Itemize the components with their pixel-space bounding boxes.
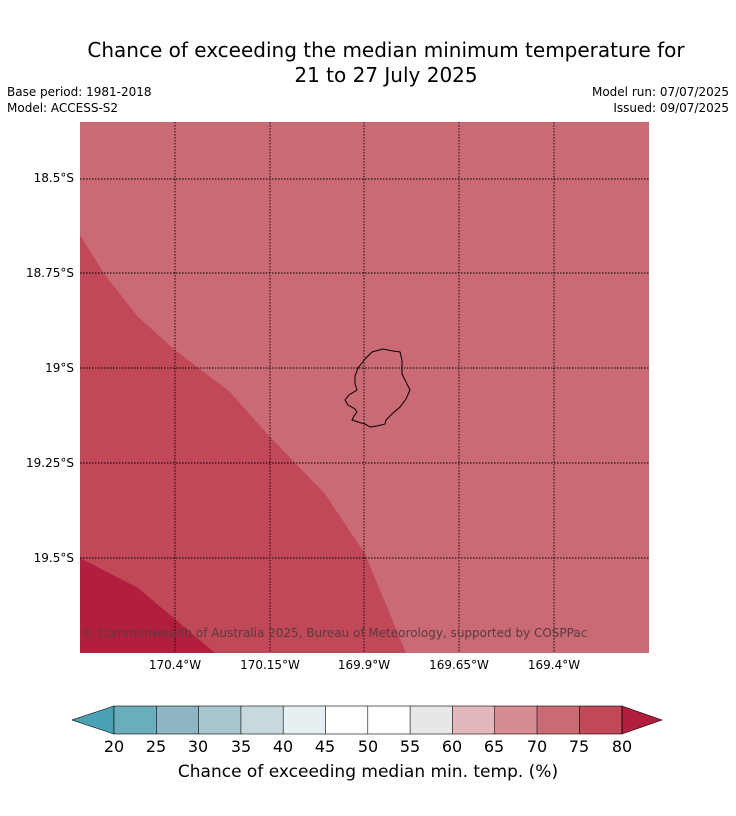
lat-label: 19.5°S — [33, 551, 74, 565]
copyright-notice: © Commonwealth of Australia 2025, Bureau… — [82, 626, 588, 640]
colorbar-bin — [240, 706, 284, 734]
colorbar-tick: 80 — [611, 737, 633, 756]
colorbar-bin — [156, 706, 199, 734]
colorbar-bin — [283, 706, 326, 734]
map-area — [80, 122, 649, 653]
lat-label: 18.75°S — [26, 266, 74, 280]
colorbar-tick: 55 — [399, 737, 421, 756]
colorbar-tick: 60 — [441, 737, 463, 756]
lon-label: 169.4°W — [527, 658, 581, 672]
colorbar-tick: 75 — [568, 737, 590, 756]
colorbar-bin — [537, 706, 580, 734]
colorbar-tick: 50 — [357, 737, 379, 756]
title-line-2: 21 to 27 July 2025 — [294, 63, 478, 87]
map-title: Chance of exceeding the median minimum t… — [0, 38, 736, 88]
colorbar-tick: 70 — [526, 737, 548, 756]
colorbar-tick: 25 — [145, 737, 167, 756]
colorbar-bin — [494, 706, 537, 734]
colorbar-above-arrow — [621, 705, 663, 735]
model-run: Model run: 07/07/2025 — [591, 85, 729, 99]
colorbar-bin — [367, 706, 411, 734]
colorbar-bin — [579, 706, 622, 734]
issued-date: Issued: 09/07/2025 — [613, 101, 729, 115]
region-75-80 — [80, 235, 406, 653]
gridlines — [80, 122, 649, 653]
colorbar-below-arrow — [72, 705, 115, 735]
meta-left: Base period: 1981-2018 Model: ACCESS-S2 — [7, 84, 152, 116]
colorbar-bin — [452, 706, 495, 734]
lon-label: 170.15°W — [240, 658, 300, 672]
colorbar-tick: 30 — [187, 737, 209, 756]
lat-label: 19°S — [45, 361, 74, 375]
model-name: Model: ACCESS-S2 — [7, 101, 119, 115]
colorbar-label: Chance of exceeding median min. temp. (%… — [177, 762, 559, 782]
colorbar — [72, 705, 663, 735]
island-outline — [344, 348, 411, 428]
region-above-80 — [80, 558, 215, 653]
lon-label: 169.65°W — [429, 658, 489, 672]
base-period: Base period: 1981-2018 — [7, 85, 152, 99]
colorbar-dividers — [113, 705, 623, 735]
colorbar-tick: 40 — [272, 737, 294, 756]
meta-right: Model run: 07/07/2025 Issued: 09/07/2025 — [592, 84, 729, 116]
title-line-1: Chance of exceeding the median minimum t… — [87, 38, 685, 62]
colorbar-bin — [410, 706, 453, 734]
lat-label: 19.25°S — [26, 456, 74, 470]
colorbar-tick: 35 — [230, 737, 252, 756]
colorbar-tick: 20 — [103, 737, 125, 756]
colorbar-bin — [114, 706, 157, 734]
colorbar-bin — [325, 706, 368, 734]
lon-label: 170.4°W — [148, 658, 202, 672]
colorbar-tick: 45 — [314, 737, 336, 756]
colorbar-tick: 65 — [483, 737, 505, 756]
lat-label: 18.5°S — [33, 171, 74, 185]
colorbar-bin — [198, 706, 241, 734]
lon-label: 169.9°W — [337, 658, 391, 672]
